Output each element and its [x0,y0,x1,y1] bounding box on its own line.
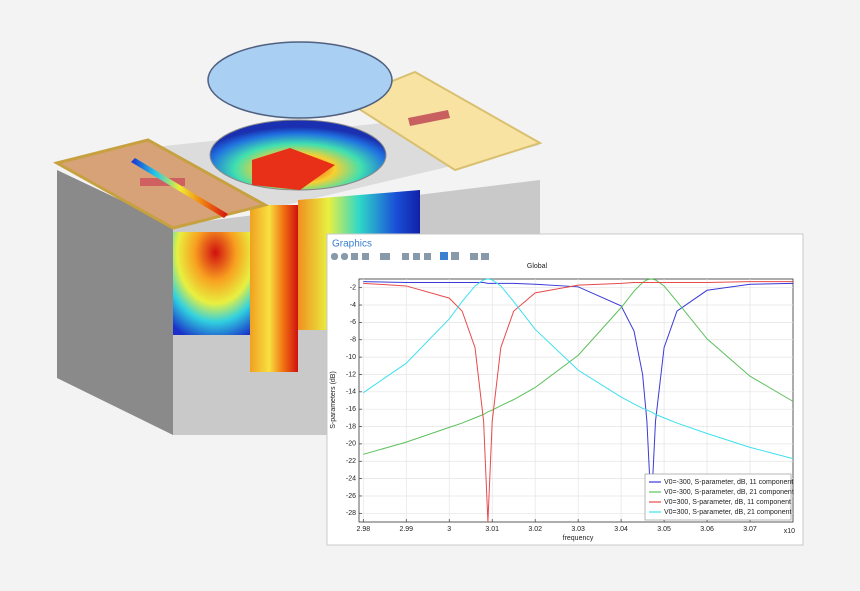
plot: 2.98 2.99 3 3.01 3.02 3.03 3.04 3.05 3.06 3.07 -2 -… [346,278,794,533]
y-tick-label: -18 [346,423,356,430]
x-tick-label: 3.04 [614,526,628,533]
window-title: Graphics [332,239,372,250]
x-tick-label: 2.99 [399,526,413,533]
y-tick-label: -2 [350,285,356,292]
y-tick-label: -24 [346,475,356,482]
legend-label: V0=300, S-parameter, dB, 11 component [664,499,791,506]
y-tick-label: -16 [346,406,356,413]
y-tick-label: -26 [346,493,356,500]
legend-label: V0=-300, S-parameter, dB, 21 component [664,489,794,496]
y-tick-label: -6 [350,319,356,326]
y-tick-label: -10 [346,354,356,361]
y-tick-label: -20 [346,441,356,448]
x-tick-label: 3.03 [571,526,585,533]
y-tick-label: -12 [346,371,356,378]
x-axis-label: frequency [563,535,594,542]
toolbar[interactable] [331,252,489,260]
x-tick-label: 3.06 [700,526,714,533]
x-tick-label: 3.05 [657,526,671,533]
x-tick-label: 3.07 [743,526,757,533]
x-multiplier: x10 [784,528,795,535]
y-tick-label: -28 [346,510,356,517]
x-tick-label: 3 [447,526,451,533]
legend-box [644,473,792,521]
legend-label: V0=-300, S-parameter, dB, 11 component [664,479,793,486]
y-tick-label: -8 [350,337,356,344]
y-tick-label: -14 [346,389,356,396]
x-tick-label: 3.02 [528,526,542,533]
series-line [363,281,793,523]
series-line [363,278,794,455]
series-line [363,281,794,510]
chart-title: Global [527,263,548,270]
series-line [363,278,794,460]
y-tick-label: -22 [346,458,356,465]
x-tick-label: 2.98 [356,526,370,533]
y-axis-label: S-parameters (dB) [330,371,337,429]
y-tick-label: -4 [350,302,356,309]
x-tick-label: 3.01 [485,526,499,533]
legend-label: V0=300, S-parameter, dB, 21 component [664,509,791,516]
